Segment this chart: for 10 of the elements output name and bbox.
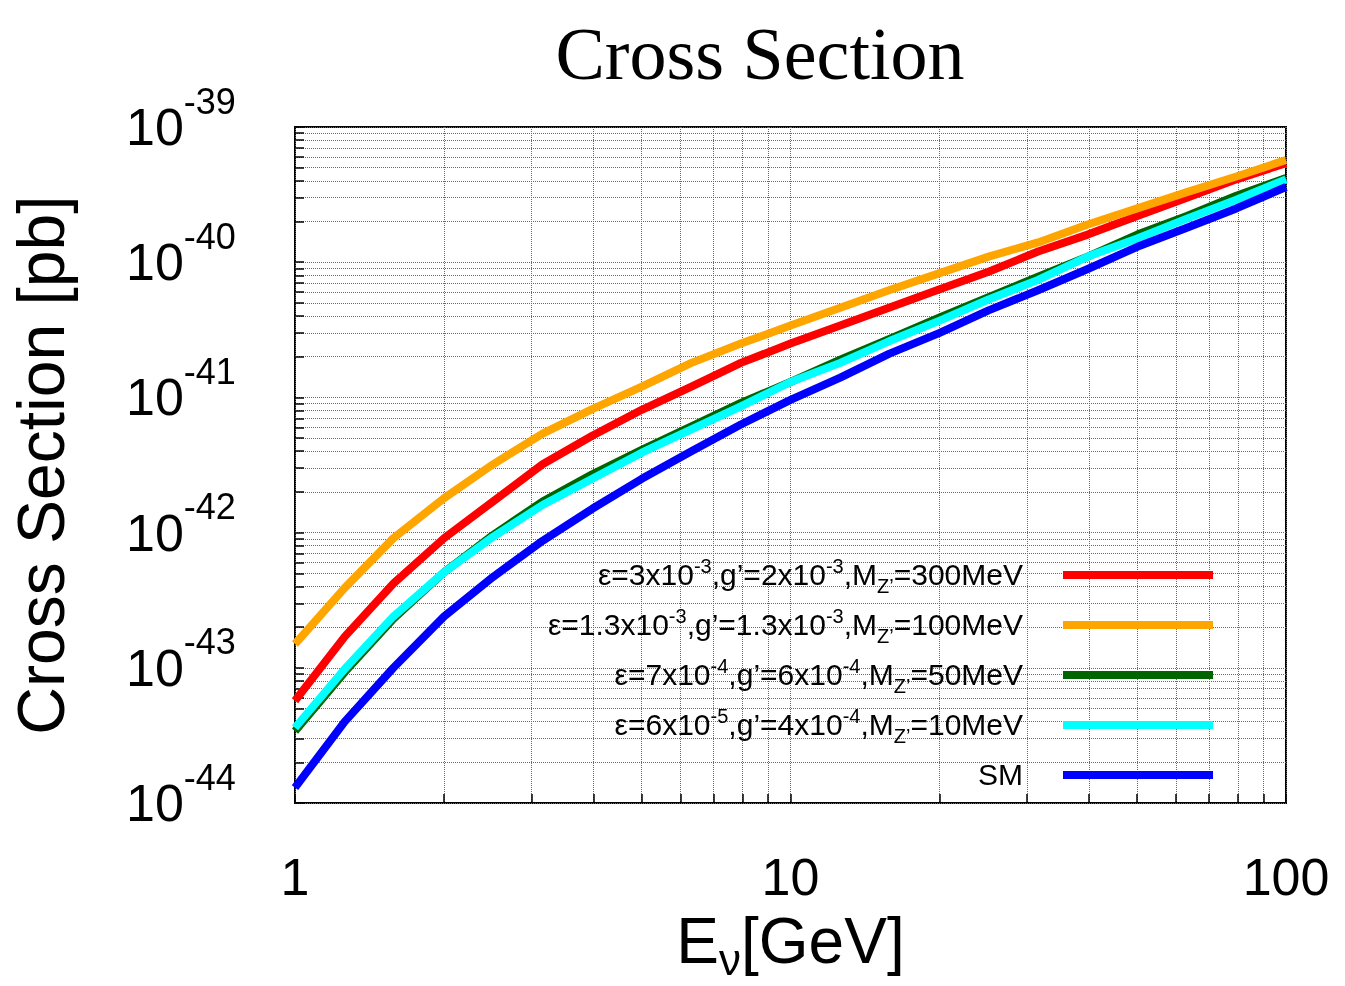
legend-label: ε=7x10$^{-4}$,g’=6x10$^{-4}$,M$_{Z’}$=50MeV bbox=[614, 655, 1023, 697]
x-tick-label: 10 bbox=[761, 848, 820, 906]
x-tick-label: 100 bbox=[1242, 848, 1330, 906]
legend-label: ε=6x10$^{-5}$,g’=4x10$^{-4}$,M$_{Z’}$=10MeV bbox=[614, 705, 1023, 747]
legend-label: ε=1.3x10$^{-3}$,g’=1.3x10$^{-3}$,M$_{Z’}$=100MeV bbox=[547, 605, 1023, 647]
legend-label: SM bbox=[978, 757, 1023, 793]
y-axis-title: Cross Section [pb] bbox=[4, 195, 78, 735]
x-tick-label: 1 bbox=[280, 848, 310, 906]
legend-label: ε=3x10$^{-3}$,g’=2x10$^{-3}$,M$_{Z’}$=300MeV bbox=[597, 555, 1023, 597]
chart-title: Cross Section bbox=[555, 13, 965, 95]
